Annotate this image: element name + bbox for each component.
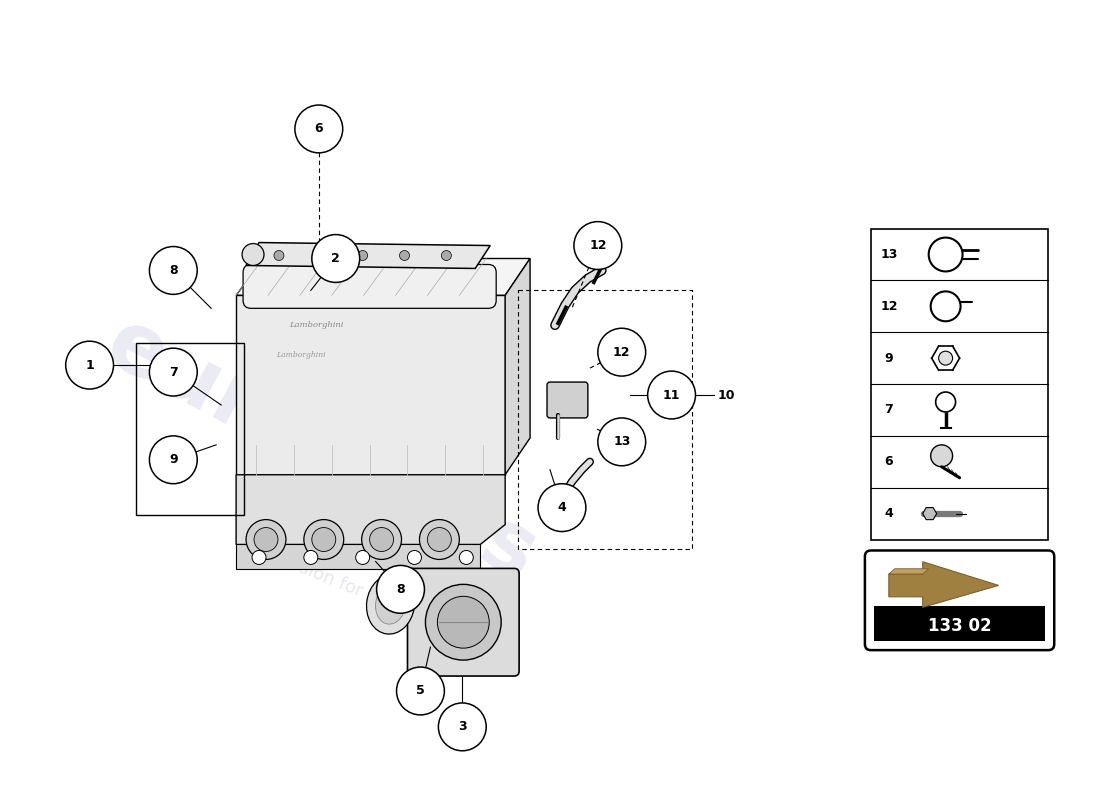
Circle shape [597, 328, 646, 376]
Polygon shape [889, 562, 999, 607]
Circle shape [150, 348, 197, 396]
Text: 6: 6 [884, 455, 893, 468]
Text: Lamborghini: Lamborghini [276, 351, 326, 359]
Circle shape [428, 527, 451, 551]
Circle shape [358, 250, 367, 261]
Text: 11: 11 [663, 389, 680, 402]
Text: 12: 12 [613, 346, 630, 358]
Text: 7: 7 [884, 403, 893, 417]
Circle shape [538, 484, 586, 531]
Circle shape [931, 445, 953, 466]
Text: 12: 12 [590, 239, 606, 252]
Text: 9: 9 [884, 352, 893, 365]
Circle shape [274, 250, 284, 261]
Text: 4: 4 [884, 507, 893, 520]
Text: 2: 2 [331, 252, 340, 265]
Circle shape [362, 519, 402, 559]
Text: 12: 12 [880, 300, 898, 313]
FancyBboxPatch shape [547, 382, 587, 418]
Text: 133 02: 133 02 [927, 617, 991, 634]
Text: 9: 9 [169, 454, 177, 466]
Text: 1: 1 [85, 358, 94, 372]
Text: 7: 7 [169, 366, 178, 378]
Text: 3: 3 [458, 720, 466, 734]
Text: 5: 5 [416, 685, 425, 698]
Circle shape [304, 519, 343, 559]
Text: 4: 4 [558, 501, 566, 514]
FancyBboxPatch shape [871, 229, 1048, 539]
Circle shape [355, 550, 370, 565]
Circle shape [438, 596, 490, 648]
Circle shape [597, 418, 646, 466]
Circle shape [574, 222, 622, 270]
Text: Lamborghini: Lamborghini [288, 322, 343, 330]
Polygon shape [236, 545, 481, 570]
Text: a passion for parts since 1985: a passion for parts since 1985 [251, 540, 510, 658]
Circle shape [66, 342, 113, 389]
Circle shape [426, 584, 502, 660]
Circle shape [316, 250, 326, 261]
Text: 8: 8 [396, 583, 405, 596]
Circle shape [150, 246, 197, 294]
Text: 6: 6 [315, 122, 323, 135]
Polygon shape [236, 295, 505, 474]
Circle shape [246, 519, 286, 559]
Circle shape [376, 566, 425, 614]
Circle shape [439, 703, 486, 750]
FancyBboxPatch shape [873, 606, 1045, 641]
Circle shape [407, 550, 421, 565]
Polygon shape [505, 258, 530, 474]
Text: 10: 10 [717, 389, 735, 402]
Circle shape [295, 105, 343, 153]
Circle shape [311, 527, 336, 551]
Ellipse shape [366, 574, 415, 634]
Text: 13: 13 [880, 248, 898, 261]
Circle shape [648, 371, 695, 419]
Text: europarts: europarts [91, 302, 550, 598]
Text: 8: 8 [169, 264, 177, 277]
Circle shape [254, 527, 278, 551]
Polygon shape [889, 569, 928, 574]
FancyBboxPatch shape [865, 550, 1054, 650]
FancyBboxPatch shape [243, 265, 496, 308]
Circle shape [419, 519, 460, 559]
Polygon shape [236, 258, 530, 295]
Circle shape [242, 243, 264, 266]
Text: 13: 13 [613, 435, 630, 448]
Circle shape [311, 234, 360, 282]
Circle shape [441, 250, 451, 261]
FancyBboxPatch shape [407, 569, 519, 676]
Circle shape [396, 667, 444, 715]
Circle shape [460, 550, 473, 565]
Circle shape [252, 550, 266, 565]
Ellipse shape [375, 585, 406, 624]
Circle shape [150, 436, 197, 484]
Circle shape [938, 351, 953, 365]
Circle shape [399, 250, 409, 261]
Polygon shape [246, 242, 491, 269]
Circle shape [304, 550, 318, 565]
Polygon shape [923, 507, 937, 520]
Circle shape [370, 527, 394, 551]
Polygon shape [236, 474, 505, 545]
